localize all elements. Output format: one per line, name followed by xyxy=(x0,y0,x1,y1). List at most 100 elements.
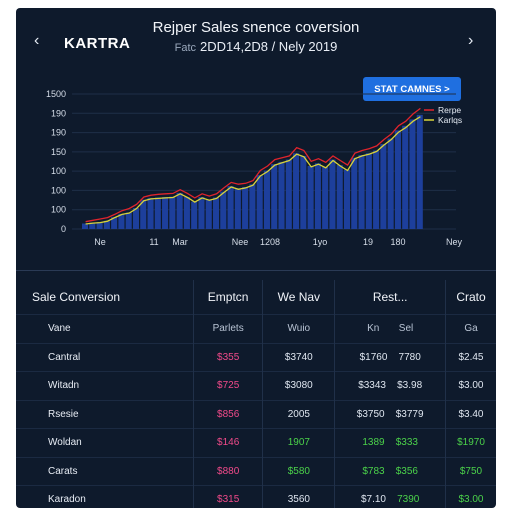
y-tick-label: 100 xyxy=(51,185,66,195)
col-header-2[interactable]: We Nav xyxy=(262,280,336,315)
bar xyxy=(96,222,103,229)
table-row[interactable]: Cantral $355 $3740 $1760 7780 $2.45 xyxy=(16,342,496,372)
row-cell: $3343 $3.98 xyxy=(334,371,446,400)
y-tick-label: 190 xyxy=(51,108,66,118)
start-campaigns-button[interactable]: STAT CAMNES > xyxy=(363,77,461,101)
x-tick-label: Ney xyxy=(446,237,463,247)
row-cell: $3750 $3779 xyxy=(334,399,446,429)
bar xyxy=(351,157,358,229)
row-cell: 1389 $333 xyxy=(334,428,446,457)
legend-label: Karlqs xyxy=(438,115,462,125)
row-name: Karadon xyxy=(16,485,194,508)
row-cell: $315 xyxy=(193,485,264,508)
bar xyxy=(402,125,409,229)
row-cell: $355 xyxy=(193,342,264,372)
col-header-4[interactable]: Crato xyxy=(456,290,486,304)
bar xyxy=(242,186,249,229)
subheader-cell: Kn Sel xyxy=(334,314,446,343)
bar xyxy=(103,220,110,229)
y-tick-label: 100 xyxy=(51,166,66,176)
date-range: Fatc 2DD14,2D8 / Nely 2019 xyxy=(16,39,496,54)
table-row[interactable]: Rsesie $856 2005 $3750 $3779 $3.40 xyxy=(16,399,496,429)
series-line xyxy=(85,116,421,225)
bar xyxy=(82,223,89,229)
chevron-right-icon[interactable]: › xyxy=(468,32,474,49)
table-row[interactable]: Witadn $725 $3080 $3343 $3.98 $3.00 xyxy=(16,371,496,400)
row-cell: 3560 xyxy=(262,485,336,508)
row-cell: 2005 xyxy=(262,399,336,429)
bar xyxy=(380,144,387,229)
x-tick-label: Ne xyxy=(94,237,106,247)
row-cell: $3.00 xyxy=(445,485,496,508)
bar xyxy=(256,175,263,229)
bar xyxy=(227,186,234,229)
row-cell: $880 xyxy=(193,456,264,486)
bar xyxy=(205,199,212,229)
table-row[interactable]: Karadon $315 3560 $7.10 7390 $3.00 xyxy=(16,485,496,508)
row-name: Witadn xyxy=(16,371,194,400)
bar xyxy=(191,201,198,229)
x-tick-label: 19 xyxy=(363,237,373,247)
row-cell: 1907 xyxy=(262,428,336,457)
row-cell: $856 xyxy=(193,399,264,429)
row-cell: $1760 7780 xyxy=(334,342,446,372)
bar xyxy=(212,197,220,229)
row-cell: $2.45 xyxy=(445,342,496,372)
row-name: Carats xyxy=(16,456,194,486)
sales-chart: 1500 190 190 150 100 100 100 0 Ne 11 Mar Nee 1208 1y… xyxy=(46,89,463,247)
col-header-name[interactable]: Sale Conversion xyxy=(16,280,194,315)
bar xyxy=(373,150,380,229)
dashboard-panel: ‹ KARTRA Rejper Sales snence coversion F… xyxy=(16,8,496,508)
bar xyxy=(234,188,241,229)
bar xyxy=(293,153,300,229)
bar xyxy=(198,197,205,229)
bar xyxy=(183,197,190,229)
col-header-1[interactable]: Emptcn xyxy=(193,280,264,315)
bar xyxy=(118,213,125,229)
bar xyxy=(140,199,147,229)
row-cell: $1970 xyxy=(445,428,496,457)
row-name: Rsesie xyxy=(16,399,194,429)
bar xyxy=(387,138,394,229)
row-cell: $3.00 xyxy=(445,371,496,400)
subheader-cell: Parlets xyxy=(193,314,264,343)
sales-table: Sale Conversion Emptcn We Nav Rest... Cr… xyxy=(16,280,496,508)
subheader-cell: Vane xyxy=(16,314,194,343)
subheader-cell: Wuio xyxy=(262,314,336,343)
bar xyxy=(162,197,169,229)
col-header-3[interactable]: Rest... xyxy=(334,280,446,315)
table-header-row: Sale Conversion Emptcn We Nav Rest... Cr… xyxy=(16,280,496,315)
chevron-left-icon[interactable]: ‹ xyxy=(34,32,40,49)
bar xyxy=(416,114,423,229)
bar xyxy=(322,166,329,229)
bar xyxy=(176,192,183,229)
bar xyxy=(125,212,132,229)
bar xyxy=(278,161,285,229)
x-tick-label: Nee xyxy=(232,237,249,247)
table-row[interactable]: Carats $880 $580 $783 $356 $750 xyxy=(16,456,496,486)
row-name: Woldan xyxy=(16,428,194,457)
x-tick-label: 180 xyxy=(390,237,405,247)
row-cell: $3080 xyxy=(262,371,336,400)
bar xyxy=(132,207,140,229)
y-tick-label: 100 xyxy=(51,205,66,215)
page-title: Rejper Sales snence coversion xyxy=(152,19,360,36)
bar xyxy=(409,119,416,229)
divider xyxy=(16,270,496,271)
row-cell: $725 xyxy=(193,371,264,400)
x-tick-label: 1208 xyxy=(260,237,280,247)
brand-logo: KARTRA xyxy=(64,35,131,52)
x-tick-label: 1yo xyxy=(313,237,328,247)
y-tick-label: 150 xyxy=(51,147,66,157)
header: ‹ KARTRA Rejper Sales snence coversion F… xyxy=(16,8,496,68)
bar xyxy=(343,169,351,229)
table-row[interactable]: Woldan $146 1907 1389 $333 $1970 xyxy=(16,428,496,457)
row-cell: $3.40 xyxy=(445,399,496,429)
bar xyxy=(147,197,154,229)
y-tick-label: 1500 xyxy=(46,89,66,99)
bar xyxy=(271,164,278,229)
bar xyxy=(89,222,96,229)
bar xyxy=(307,165,314,229)
bar xyxy=(111,217,118,229)
date-range-value: 2DD14,2D8 / Nely 2019 xyxy=(200,39,338,54)
